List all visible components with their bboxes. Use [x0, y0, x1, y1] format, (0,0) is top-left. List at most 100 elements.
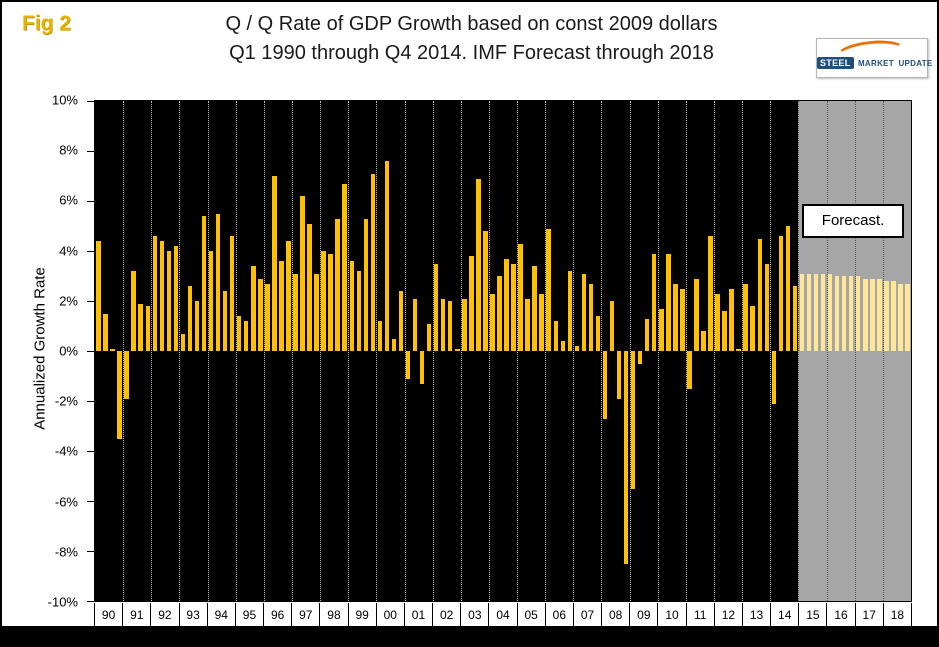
y-tick-label: 6%	[59, 192, 78, 208]
gdp-growth-bar	[743, 283, 748, 351]
gdp-growth-bar	[328, 253, 333, 351]
y-tick-label: -2%	[54, 393, 78, 409]
gdp-growth-bar	[694, 278, 699, 351]
y-tick-mark	[87, 200, 94, 202]
gdp-growth-bar	[117, 351, 122, 439]
logo-text: STEEL MARKET UPDATE	[817, 53, 932, 71]
year-gridline	[235, 101, 237, 601]
gdp-growth-bar	[595, 316, 601, 351]
year-gridline	[826, 101, 828, 601]
gdp-growth-bar	[145, 306, 150, 351]
gdp-growth-bar	[736, 348, 741, 351]
gdp-growth-bar	[630, 351, 636, 489]
gdp-growth-bar	[124, 351, 129, 399]
gdp-growth-bar	[384, 161, 390, 351]
x-tick-label: 09	[629, 603, 657, 627]
gdp-growth-bar	[708, 236, 713, 351]
forecast-bar	[863, 278, 868, 351]
forecast-bar	[834, 276, 840, 351]
x-tick-label: 04	[488, 603, 516, 627]
year-gridline	[685, 101, 687, 601]
gdp-growth-bar	[483, 231, 488, 351]
gdp-growth-bar	[279, 261, 284, 351]
gdp-growth-bar	[687, 351, 692, 389]
gdp-growth-bar	[567, 271, 573, 351]
y-tick-mark	[87, 150, 94, 152]
gdp-growth-bar	[222, 291, 228, 351]
forecast-bar	[827, 273, 833, 351]
x-tick-label: 99	[347, 603, 376, 627]
year-gridline	[207, 101, 209, 601]
y-tick-mark	[87, 550, 94, 552]
forecast-bar	[877, 278, 882, 351]
gdp-growth-bar	[258, 278, 263, 351]
x-tick-label: 96	[263, 603, 291, 627]
x-tick-label: 91	[122, 603, 150, 627]
forecast-label-text: Forecast.	[821, 212, 885, 229]
forecast-bar	[806, 273, 812, 351]
y-tick-label: 0%	[59, 343, 78, 359]
gdp-growth-bar	[356, 271, 362, 351]
forecast-region-background	[798, 101, 911, 601]
gdp-growth-bar	[659, 308, 664, 351]
y-axis-tick-labels: 10% 8% 6% 4% 2% 0% -2% -4% -6% -8% -10%	[2, 93, 88, 610]
x-tick-label: 18	[882, 603, 911, 627]
gdp-growth-bar	[623, 351, 629, 564]
x-tick-label: 93	[178, 603, 207, 627]
x-tick-label: 92	[150, 603, 178, 627]
gdp-growth-bar	[560, 341, 566, 351]
gdp-growth-bar	[159, 241, 165, 351]
gdp-growth-bar	[166, 251, 172, 351]
gdp-growth-bar	[243, 321, 249, 351]
gdp-growth-bar	[469, 256, 474, 351]
gdp-growth-bar	[391, 338, 397, 351]
y-tick-mark	[87, 450, 94, 452]
gdp-growth-bar	[539, 293, 544, 351]
year-gridline	[123, 101, 125, 601]
gdp-growth-bar	[546, 228, 551, 351]
gdp-growth-bar	[764, 263, 770, 351]
gdp-growth-bar	[370, 173, 376, 351]
x-axis-tick-labels: 90 91 92 93 94 95 96 97 98 99 00 01 02 03 04 05 06 07 08 09…	[94, 603, 912, 627]
y-tick-mark	[87, 500, 94, 502]
chart-title-line1: Q / Q Rate of GDP Growth based on const …	[225, 13, 718, 35]
gdp-growth-bar	[314, 273, 319, 351]
gdp-growth-bar	[412, 298, 418, 351]
forecast-bar	[870, 278, 875, 351]
gdp-growth-bar	[504, 258, 509, 351]
year-gridline	[320, 101, 322, 601]
year-gridline	[517, 101, 519, 601]
gdp-growth-bar	[792, 286, 798, 351]
gdp-growth-bar	[511, 263, 516, 351]
gdp-growth-bar	[180, 333, 186, 351]
gdp-growth-bar	[300, 196, 305, 351]
gdp-growth-bar	[187, 286, 193, 351]
logo-market-text: MARKET	[857, 59, 894, 68]
x-tick-label: 98	[319, 603, 347, 627]
year-gridline	[460, 101, 462, 601]
year-gridline	[573, 101, 575, 601]
x-tick-label: 07	[572, 603, 601, 627]
y-tick-label: -6%	[54, 494, 78, 510]
x-tick-label: 12	[713, 603, 742, 627]
gdp-growth-bar	[215, 213, 221, 351]
gdp-growth-bar	[581, 273, 587, 351]
year-gridline	[348, 101, 350, 601]
year-gridline	[179, 101, 181, 601]
year-gridline	[742, 101, 744, 601]
gdp-growth-bar	[152, 236, 158, 351]
gdp-growth-bar	[321, 251, 326, 351]
x-tick-label: 90	[94, 603, 122, 627]
gdp-growth-bar	[637, 351, 643, 364]
y-tick-label: 8%	[59, 142, 78, 158]
gdp-growth-bar	[349, 261, 354, 351]
gdp-growth-bar	[497, 276, 502, 351]
forecast-bar	[813, 273, 819, 351]
y-tick-mark	[87, 350, 94, 352]
forecast-bar	[884, 281, 889, 351]
gdp-growth-bar	[208, 251, 214, 351]
gdp-growth-bar	[588, 283, 594, 351]
steel-market-update-logo: STEEL MARKET UPDATE	[816, 37, 932, 78]
gdp-growth-bar	[532, 266, 537, 351]
